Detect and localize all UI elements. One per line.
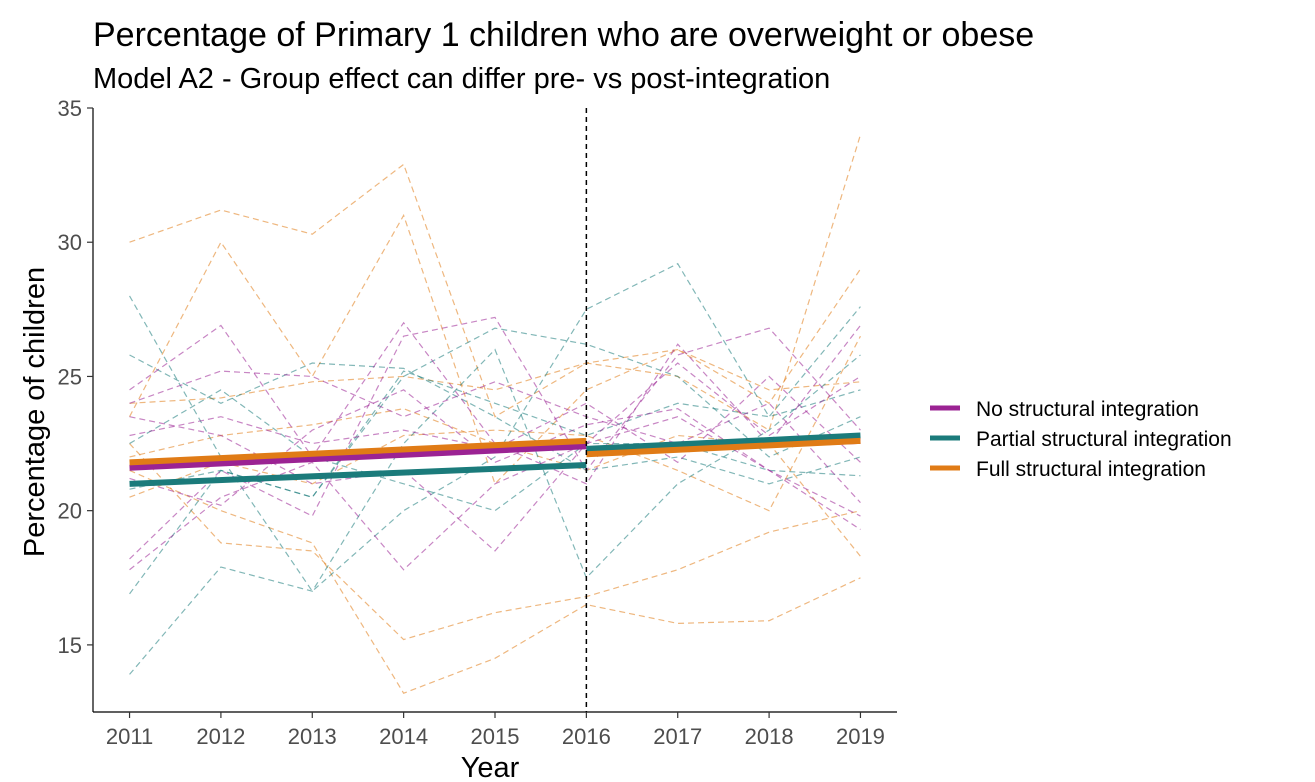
y-tick-label: 25 xyxy=(58,364,82,389)
fitted-line-full-pre xyxy=(129,437,587,466)
legend-label-full: Full structural integration xyxy=(976,458,1206,481)
observed-line-none-16 xyxy=(129,416,861,571)
x-tick-label: 2014 xyxy=(379,724,428,749)
y-tick-label: 35 xyxy=(58,96,82,121)
x-tick-label: 2018 xyxy=(745,724,794,749)
y-axis-ticks: 15 20 25 30 35 xyxy=(58,96,93,658)
legend-item-partial: Partial structural integration xyxy=(930,428,1232,451)
observed-line-none-17 xyxy=(129,370,861,504)
y-tick-label: 30 xyxy=(58,230,82,255)
observed-line-none-15 xyxy=(129,316,861,560)
observed-line-full-3 xyxy=(129,443,861,641)
x-tick-label: 2017 xyxy=(653,724,702,749)
x-axis-ticks: 2011 2012 2013 2014 2015 2016 2017 2018 2019 xyxy=(106,712,885,749)
observed-line-none-18 xyxy=(129,362,861,552)
chart-title: Percentage of Primary 1 children who are… xyxy=(93,16,1034,54)
observed-line-partial-9 xyxy=(129,348,861,675)
fitted-line-partial-pre xyxy=(129,462,587,487)
y-tick-label: 15 xyxy=(58,633,82,658)
x-tick-label: 2015 xyxy=(471,724,520,749)
observed-line-full-2 xyxy=(129,213,861,485)
fitted-line-full-post xyxy=(586,437,861,458)
legend-item-full: Full structural integration xyxy=(930,458,1206,481)
plot-area xyxy=(129,108,862,712)
x-axis-title: Year xyxy=(461,752,520,782)
axes xyxy=(92,108,897,713)
observed-line-partial-11 xyxy=(129,389,861,512)
x-tick-label: 2016 xyxy=(562,724,611,749)
observed-line-full-7 xyxy=(129,335,861,512)
x-tick-label: 2013 xyxy=(288,724,337,749)
y-axis-title: Percentage of children xyxy=(19,267,51,557)
fitted-line-none-pre xyxy=(129,443,587,471)
x-tick-label: 2011 xyxy=(106,724,153,749)
legend-item-none: No structural integration xyxy=(930,398,1199,421)
x-tick-label: 2019 xyxy=(836,724,885,749)
chart-subtitle: Model A2 - Group effect can differ pre- … xyxy=(93,63,830,95)
legend: No structural integration Partial structu… xyxy=(930,398,1232,481)
x-tick-label: 2012 xyxy=(196,724,245,749)
legend-label-partial: Partial structural integration xyxy=(976,428,1232,451)
fitted-line-partial-post xyxy=(586,432,861,452)
legend-label-none: No structural integration xyxy=(976,398,1199,421)
observed-lines xyxy=(129,134,862,694)
y-tick-label: 20 xyxy=(58,499,82,524)
observed-line-partial-8 xyxy=(129,262,861,593)
observed-line-full-1 xyxy=(129,134,862,432)
fitted-lines xyxy=(129,432,861,487)
observed-line-full-4 xyxy=(129,469,861,694)
observed-line-full-5 xyxy=(129,348,861,404)
observed-line-full-6 xyxy=(129,408,861,557)
